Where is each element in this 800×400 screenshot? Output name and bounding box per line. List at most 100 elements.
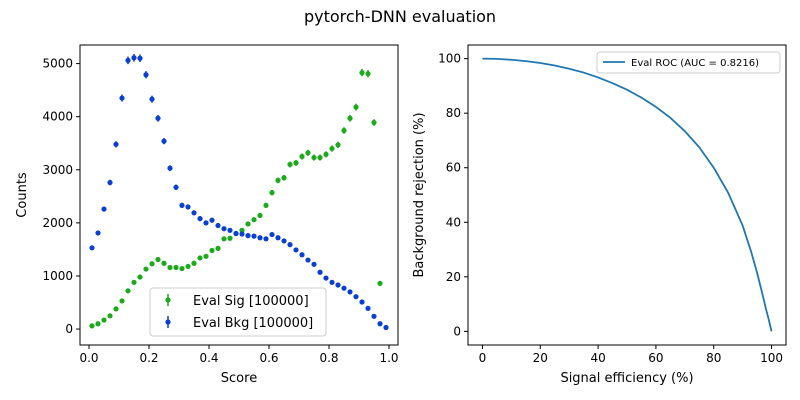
bkg-point [245,233,251,239]
bkg-point [113,141,119,147]
y-tick-label: 1000 [42,269,73,283]
bkg-point [173,184,179,190]
y-tick-label: 3000 [42,163,73,177]
left-data-marks [89,53,389,331]
x-tick-label: 0.4 [199,351,218,365]
y-tick-label: 60 [446,161,461,175]
sig-point [227,235,233,241]
sig-point [275,177,281,183]
legend-bkg-label: Eval Bkg [100000] [193,316,313,331]
y-tick-label: 100 [438,52,461,66]
sig-point [371,119,377,126]
bkg-point [203,220,209,226]
sig-point [197,255,203,261]
sig-point [95,321,101,327]
roc-curve-plot: 0 20 40 60 80 100 0 20 40 60 80 100 Signal efficie… [412,44,787,386]
bkg-point [383,324,389,331]
legend-roc-label: Eval ROC (AUC = 0.8216) [631,58,759,69]
bkg-point [341,285,347,291]
right-y-axis-label: Background rejection (%) [412,112,427,277]
right-legend-box [596,51,781,74]
bkg-point [89,245,95,251]
sig-point [89,323,95,329]
bkg-point [221,226,227,232]
bkg-point [185,204,191,210]
bkg-point [305,257,311,263]
bkg-point [191,210,197,216]
left-y-axis-label: Counts [15,172,30,218]
bkg-point [323,275,329,281]
right-legend: Eval ROC (AUC = 0.8216) [596,51,781,74]
sig-point [245,221,251,227]
sig-point [155,256,161,263]
bkg-point [197,216,203,222]
left-legend-box [149,287,327,337]
x-tick-label: 0 [479,351,487,365]
bkg-point [335,282,341,288]
y-tick-label: 0 [453,324,461,338]
sig-point [263,202,269,208]
x-tick-label: 1.0 [379,351,398,365]
left-x-ticks: 0.0 0.2 0.4 0.6 0.8 1.0 [79,345,399,365]
x-tick-label: 40 [590,351,605,365]
bkg-point [179,202,185,208]
sig-point [131,279,137,285]
right-x-ticks: 0 20 40 60 80 100 [479,345,783,365]
x-tick-label: 0.0 [79,351,98,365]
sig-point [287,161,293,168]
sig-point [239,227,245,233]
x-tick-label: 20 [533,351,548,365]
sig-point [353,104,359,110]
bkg-point [125,57,131,63]
sig-point [341,127,347,134]
bkg-point [269,231,275,238]
bkg-point [233,230,239,237]
y-tick-label: 80 [446,106,461,120]
y-tick-label: 40 [446,215,461,229]
bkg-point [371,313,377,319]
legend-sig-marker [165,297,171,303]
sig-point [107,313,113,319]
sig-point [269,190,275,196]
sig-point [209,247,215,254]
right-x-axis-label: Signal efficiency (%) [560,371,693,386]
sig-point [203,253,209,259]
right-data-marks [482,57,773,332]
sig-point [335,142,341,148]
sig-point [143,266,149,272]
y-tick-label: 0 [65,322,73,336]
x-tick-label: 0.8 [319,351,338,365]
sig-point [167,264,173,271]
x-tick-label: 100 [760,351,783,365]
sig-point [137,274,143,280]
sig-point [191,260,197,266]
bkg-point [215,222,221,229]
sig-point [317,154,323,161]
bkg-point [353,294,359,300]
sig-point [329,145,335,152]
sig-point [125,288,131,294]
sig-point [359,70,365,76]
bkg-point [143,72,149,78]
bkg-point [95,230,101,236]
bkg-point [227,227,233,233]
sig-point [179,265,185,272]
bkg-point [311,261,317,267]
right-y-ticks: 0 20 40 60 80 100 [438,52,468,338]
y-tick-label: 4000 [42,110,73,124]
bkg-point [263,236,269,242]
bkg-point [317,269,323,275]
bkg-point [137,55,143,61]
sig-point [305,150,311,156]
sig-point [377,280,383,287]
bkg-point [299,252,305,258]
bkg-point [155,115,161,121]
sig-point [161,260,167,266]
roc-curve-line [482,57,773,332]
left-legend: Eval Sig [100000] Eval Bkg [100000] [149,287,327,337]
y-tick-label: 5000 [42,57,73,71]
sig-point [347,115,353,121]
sig-point [257,212,263,219]
sig-point [149,261,155,267]
